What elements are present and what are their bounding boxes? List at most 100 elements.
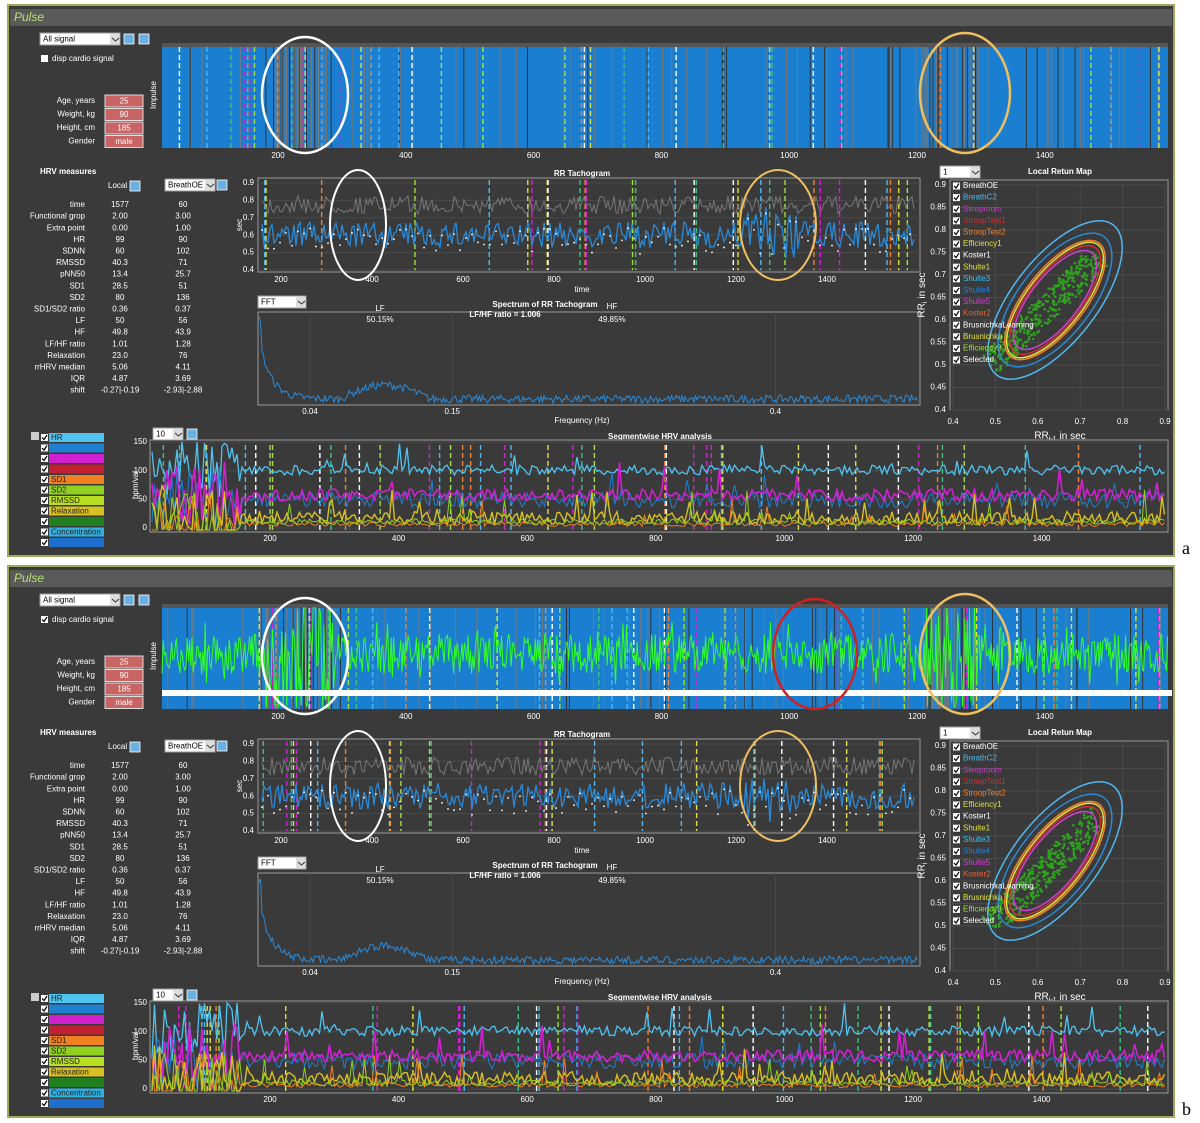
checkbox[interactable] [953, 194, 960, 202]
checkbox[interactable] [41, 518, 48, 525]
checkbox[interactable] [953, 847, 960, 855]
close-box[interactable] [31, 993, 39, 1001]
checkbox[interactable] [41, 1047, 48, 1055]
field-input[interactable] [104, 669, 144, 682]
icon-button[interactable] [123, 594, 135, 606]
checkbox[interactable] [953, 310, 960, 318]
checkbox[interactable] [41, 497, 48, 504]
checkbox[interactable] [41, 434, 48, 441]
checkbox[interactable] [41, 465, 48, 473]
icon-button[interactable] [186, 989, 198, 1001]
checkbox[interactable] [41, 1016, 48, 1023]
map-point [999, 340, 1003, 343]
icon-button[interactable] [186, 428, 198, 440]
checkbox[interactable] [41, 507, 48, 515]
checkbox[interactable] [953, 298, 960, 306]
checkbox[interactable] [953, 217, 960, 225]
method-select-arrow[interactable] [296, 858, 305, 868]
measure-compare: 102 [176, 247, 190, 256]
map-select-arrow[interactable] [970, 728, 979, 738]
checkbox[interactable] [953, 917, 960, 925]
window-select-arrow[interactable] [173, 429, 182, 439]
field-input[interactable] [104, 696, 144, 709]
icon-button[interactable] [123, 33, 135, 45]
checkbox[interactable] [953, 240, 960, 248]
checkbox[interactable] [953, 905, 960, 913]
checkbox[interactable] [41, 455, 48, 462]
checkbox[interactable] [41, 1100, 48, 1107]
method-select[interactable] [257, 856, 307, 870]
checkbox[interactable] [41, 1068, 48, 1076]
checkbox[interactable] [953, 182, 960, 190]
checkbox[interactable] [953, 813, 960, 821]
checkbox[interactable] [953, 882, 960, 890]
icon-button[interactable] [138, 33, 150, 45]
checkbox[interactable] [953, 778, 960, 786]
checkbox[interactable] [41, 995, 48, 1002]
field-input[interactable] [104, 655, 144, 669]
x-tick-label: 400 [365, 275, 379, 284]
checkbox[interactable] [41, 476, 48, 483]
checkbox[interactable] [953, 321, 960, 329]
signal-select-arrow[interactable] [110, 595, 119, 605]
icon-button[interactable] [138, 594, 150, 606]
checkbox[interactable] [41, 539, 48, 546]
compare-select[interactable] [164, 739, 216, 753]
map-point [999, 904, 1002, 907]
checkbox[interactable] [953, 871, 960, 879]
checkbox[interactable] [953, 263, 960, 271]
checkbox[interactable] [41, 1058, 48, 1065]
compare-select-arrow[interactable] [205, 180, 214, 190]
rr-point [855, 228, 857, 230]
checkbox[interactable] [953, 789, 960, 797]
signal-select[interactable] [39, 593, 121, 607]
method-select[interactable] [257, 295, 307, 309]
compare-select[interactable] [164, 178, 216, 192]
map-select-arrow[interactable] [970, 167, 979, 177]
checkbox[interactable] [953, 859, 960, 867]
map-point [1072, 848, 1075, 851]
map-point [1020, 327, 1024, 330]
checkbox[interactable] [953, 836, 960, 844]
icon-button[interactable] [129, 180, 141, 192]
checkbox[interactable] [953, 356, 960, 364]
field-input[interactable] [104, 682, 144, 696]
field-input[interactable] [104, 135, 144, 148]
checkbox[interactable] [41, 1005, 48, 1013]
method-select-arrow[interactable] [296, 297, 305, 307]
field-input[interactable] [104, 121, 144, 135]
checkbox[interactable] [41, 1079, 48, 1086]
checkbox[interactable] [41, 486, 48, 494]
icon-button[interactable] [216, 179, 228, 191]
icon-button[interactable] [129, 741, 141, 753]
checkbox[interactable] [953, 333, 960, 341]
icon-button[interactable] [216, 740, 228, 752]
checkbox[interactable] [953, 344, 960, 352]
close-box[interactable] [31, 432, 39, 440]
checkbox[interactable] [41, 616, 48, 623]
signal-select[interactable] [39, 32, 121, 46]
checkbox[interactable] [41, 528, 48, 536]
checkbox[interactable] [953, 252, 960, 260]
checkbox[interactable] [953, 824, 960, 832]
checkbox[interactable] [41, 1089, 48, 1097]
checkbox[interactable] [41, 1026, 48, 1034]
checkbox[interactable] [953, 766, 960, 774]
checkbox[interactable] [41, 55, 48, 62]
checkbox[interactable] [953, 755, 960, 763]
compare-select-arrow[interactable] [205, 741, 214, 751]
checkbox[interactable] [953, 894, 960, 902]
checkbox[interactable] [953, 286, 960, 294]
checkbox[interactable] [41, 1037, 48, 1044]
checkbox[interactable] [41, 444, 48, 452]
checkbox[interactable] [953, 801, 960, 809]
window-select-arrow[interactable] [173, 990, 182, 1000]
checkbox[interactable] [953, 743, 960, 751]
checkbox[interactable] [953, 228, 960, 236]
signal-select-arrow[interactable] [110, 34, 119, 44]
field-input[interactable] [104, 108, 144, 121]
field-input[interactable] [104, 94, 144, 108]
checkbox[interactable] [953, 275, 960, 283]
checkbox[interactable] [953, 205, 960, 213]
measure-name: LF/HF ratio [45, 339, 86, 348]
